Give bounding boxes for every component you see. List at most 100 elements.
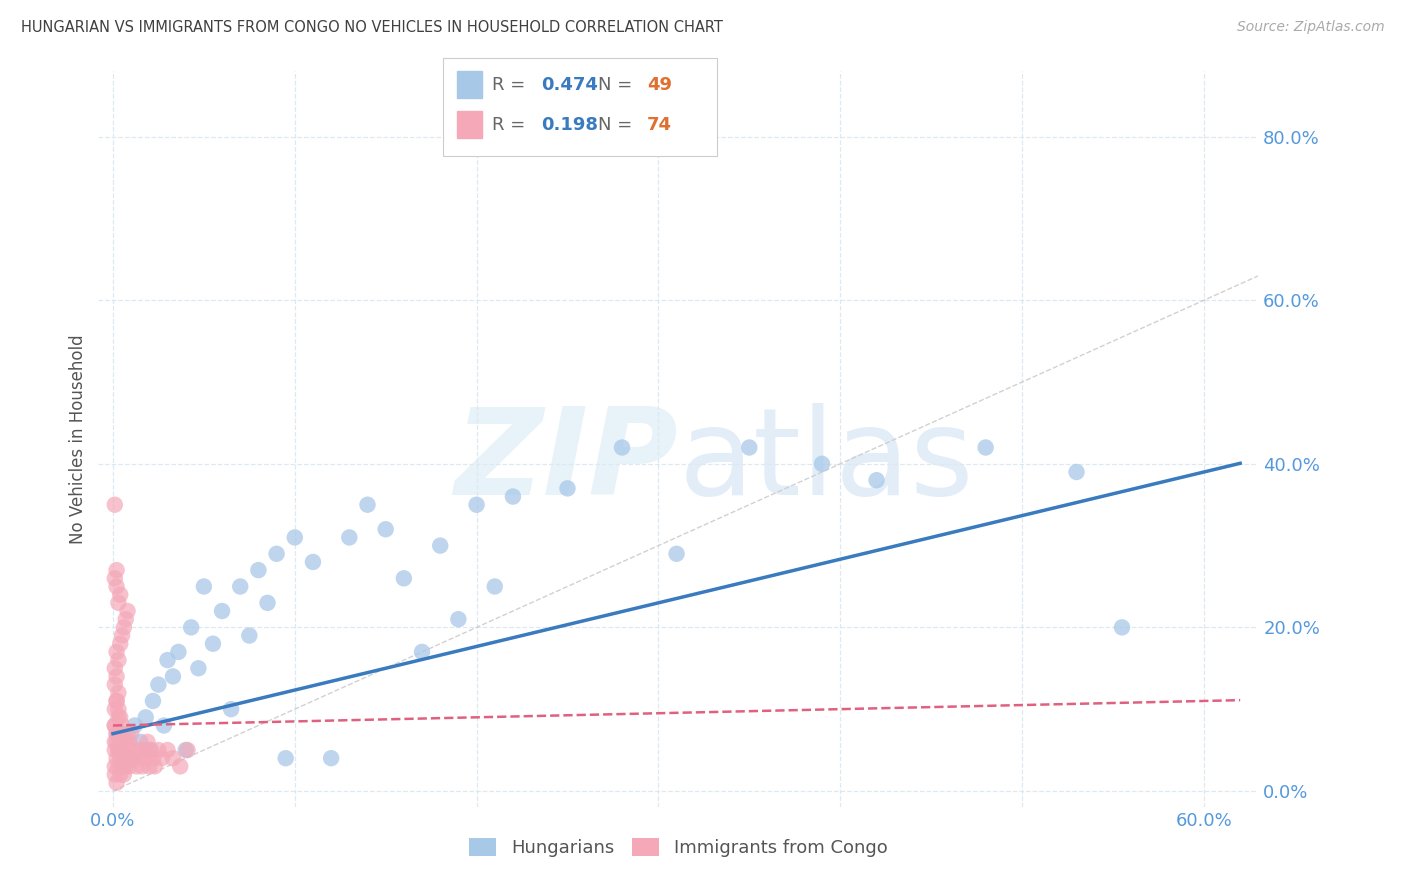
Point <box>162 669 184 683</box>
Point <box>274 751 297 765</box>
Point <box>107 653 129 667</box>
Point <box>104 571 127 585</box>
Point <box>148 678 170 692</box>
Text: R =: R = <box>492 116 531 134</box>
Point <box>117 743 139 757</box>
Point <box>665 547 688 561</box>
Point <box>132 743 155 757</box>
Point <box>392 571 415 585</box>
Point <box>974 441 997 455</box>
Point <box>122 743 145 757</box>
Point <box>429 539 451 553</box>
Text: 74: 74 <box>647 116 672 134</box>
Point <box>112 726 135 740</box>
Point <box>111 743 134 757</box>
Text: HUNGARIAN VS IMMIGRANTS FROM CONGO NO VEHICLES IN HOUSEHOLD CORRELATION CHART: HUNGARIAN VS IMMIGRANTS FROM CONGO NO VE… <box>21 20 723 35</box>
Point <box>112 620 135 634</box>
Text: N =: N = <box>598 116 637 134</box>
Point <box>104 718 127 732</box>
Point <box>105 726 128 740</box>
Point <box>110 588 132 602</box>
Point <box>256 596 278 610</box>
Point <box>124 751 146 765</box>
Point <box>127 743 149 757</box>
Point <box>484 580 506 594</box>
Point <box>104 735 127 749</box>
Text: R =: R = <box>492 76 531 94</box>
Point <box>110 751 132 765</box>
Point <box>135 751 157 765</box>
Point <box>110 767 132 781</box>
Point <box>110 735 132 749</box>
Point <box>104 767 127 781</box>
Text: Source: ZipAtlas.com: Source: ZipAtlas.com <box>1237 20 1385 34</box>
Point <box>112 767 135 781</box>
Point <box>112 751 135 765</box>
Point <box>135 710 157 724</box>
Y-axis label: No Vehicles in Household: No Vehicles in Household <box>69 334 87 544</box>
Point <box>110 637 132 651</box>
Point <box>112 759 135 773</box>
Point <box>136 735 159 749</box>
Text: atlas: atlas <box>678 403 974 520</box>
Point <box>138 743 160 757</box>
Point <box>111 759 134 773</box>
Text: 49: 49 <box>647 76 672 94</box>
Point <box>150 751 173 765</box>
Point <box>107 596 129 610</box>
Point <box>143 759 166 773</box>
Point <box>105 669 128 683</box>
Point <box>114 735 136 749</box>
Point <box>211 604 233 618</box>
Point <box>104 759 127 773</box>
Point <box>104 661 127 675</box>
Point <box>131 759 153 773</box>
Point <box>118 735 141 749</box>
Point <box>174 743 197 757</box>
Point <box>107 743 129 757</box>
Point <box>148 743 170 757</box>
Point <box>107 743 129 757</box>
Point <box>465 498 488 512</box>
Point <box>105 694 128 708</box>
Point <box>107 702 129 716</box>
Point <box>110 743 132 757</box>
Point <box>117 751 139 765</box>
Point <box>167 645 190 659</box>
Point <box>105 751 128 765</box>
Point <box>118 759 141 773</box>
Point <box>302 555 325 569</box>
Point <box>1111 620 1133 634</box>
Point <box>105 694 128 708</box>
Point <box>176 743 198 757</box>
Point <box>105 645 128 659</box>
Point <box>865 473 887 487</box>
Point <box>811 457 834 471</box>
Point <box>107 686 129 700</box>
Point <box>105 735 128 749</box>
Point <box>610 441 633 455</box>
Point <box>110 710 132 724</box>
Point <box>107 759 129 773</box>
Point <box>356 498 378 512</box>
Point <box>193 580 215 594</box>
Point <box>201 637 224 651</box>
Point <box>266 547 288 561</box>
Point <box>120 751 142 765</box>
Point <box>557 482 579 496</box>
Point <box>111 718 134 732</box>
Point <box>337 530 360 544</box>
Point <box>502 490 524 504</box>
Point <box>187 661 209 675</box>
Point <box>105 726 128 740</box>
Point <box>107 726 129 740</box>
Point <box>738 441 761 455</box>
Point <box>374 522 396 536</box>
Point <box>411 645 433 659</box>
Point <box>156 653 179 667</box>
Point <box>114 612 136 626</box>
Point <box>105 580 128 594</box>
Text: ZIP: ZIP <box>454 403 678 520</box>
Point <box>219 702 242 716</box>
Point <box>104 718 127 732</box>
